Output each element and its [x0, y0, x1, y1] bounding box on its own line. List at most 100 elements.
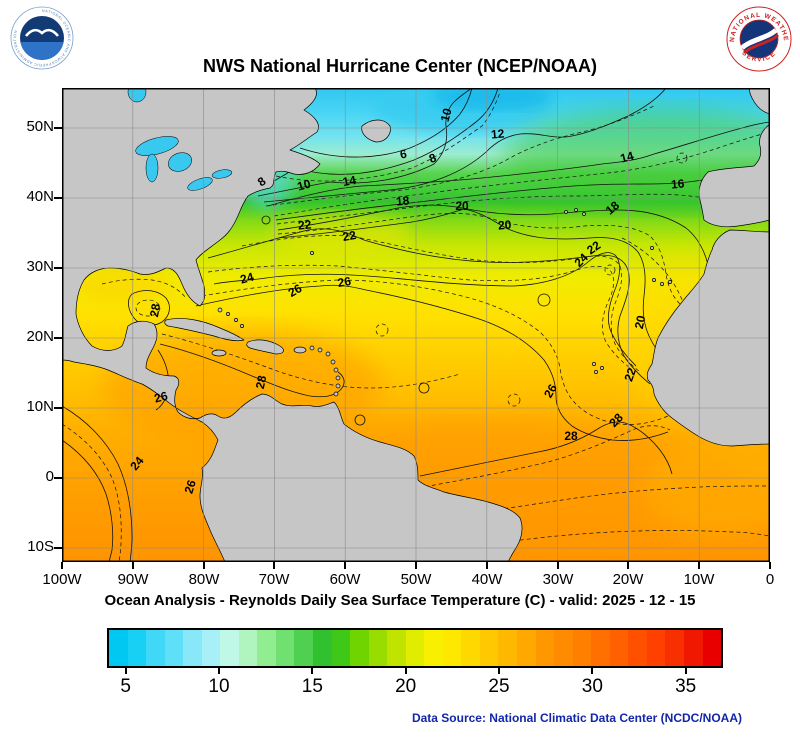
lat-tick-label: 30N	[26, 258, 54, 275]
data-source-note: Data Source: National Climatic Data Cent…	[411, 711, 742, 725]
azores-islands	[564, 208, 586, 216]
contour-label: 10	[438, 106, 455, 123]
contour-label: 10	[296, 177, 313, 194]
iberia-france-landmass	[698, 123, 770, 228]
contour-label: 28	[564, 429, 578, 443]
colorbar-cell	[331, 630, 351, 666]
contour-label: 6	[399, 147, 408, 162]
colorbar-cell	[146, 630, 165, 666]
colorbar-cell	[201, 630, 221, 666]
colorbar-cell	[238, 630, 258, 666]
colorbar-cell	[294, 630, 314, 666]
colorbar-tick-mark	[684, 668, 687, 674]
lon-tick-label: 70W	[258, 571, 290, 588]
contour-label: 26	[153, 389, 170, 406]
contour-label: 16	[670, 176, 685, 191]
lon-tick-mark	[557, 562, 559, 569]
lon-tick-mark	[344, 562, 346, 569]
colorbar-tick-mark	[404, 668, 407, 674]
madeira-island	[650, 246, 654, 250]
lon-tick-mark	[203, 562, 205, 569]
colorbar-tick-label: 10	[208, 676, 230, 697]
colorbar-tick-label: 20	[395, 676, 417, 697]
colorbar-cell	[442, 630, 462, 666]
lon-tick-label: 50W	[400, 571, 432, 588]
lon-tick-label: 30W	[542, 571, 574, 588]
colorbar-cell	[183, 630, 202, 666]
contour-label: 20	[497, 217, 512, 232]
lon-tick-label: 10W	[683, 571, 715, 588]
page-title: NWS National Hurricane Center (NCEP/NOAA…	[202, 56, 598, 76]
colorbar-cell	[109, 630, 128, 666]
lon-tick-label: 100W	[42, 571, 82, 588]
colorbar-tick-mark	[591, 668, 594, 674]
analysis-subtitle: Ocean Analysis - Reynolds Daily Sea Surf…	[104, 592, 696, 609]
colorbar-cell	[164, 630, 184, 666]
lon-tick-label: 40W	[471, 571, 503, 588]
colorbar-cell	[683, 630, 703, 666]
lon-tick-label: 60W	[329, 571, 361, 588]
colorbar-cell	[665, 630, 684, 666]
lat-tick-mark	[54, 337, 62, 339]
colorbar-cell	[313, 630, 332, 666]
colorbar-tick-mark	[498, 668, 500, 674]
colorbar-cell	[554, 630, 573, 666]
colorbar-cell	[387, 630, 406, 666]
colorbar-cell	[127, 630, 147, 666]
colorbar-cell	[368, 630, 388, 666]
lat-tick-mark	[54, 477, 62, 479]
isotherm-contours-dashed	[62, 91, 770, 562]
colorbar-tick-label: 15	[301, 676, 323, 697]
isotherm-contours	[62, 88, 770, 562]
contour-label: 28	[253, 374, 270, 390]
contour-label: 26	[286, 281, 305, 300]
colorbar-cell	[424, 630, 443, 666]
contour-label: 28	[147, 302, 163, 318]
lat-tick-label: 0	[45, 468, 54, 485]
lesser-antilles-islands	[309, 345, 341, 397]
britain-landmass	[749, 88, 770, 115]
colorbar-tick-label: 35	[675, 676, 697, 697]
lon-tick-mark	[627, 562, 629, 569]
lon-tick-mark	[132, 562, 134, 569]
bahamas-islands	[217, 307, 244, 328]
colorbar-tick-mark	[311, 668, 314, 674]
colorbar-cell	[646, 630, 666, 666]
lat-tick-mark	[54, 547, 62, 549]
lon-tick-mark	[769, 562, 771, 569]
jamaica-island	[211, 349, 227, 357]
lon-tick-mark	[273, 562, 275, 569]
lat-tick-mark	[54, 127, 62, 129]
cuba-island	[164, 318, 245, 342]
colorbar-cell	[591, 630, 610, 666]
colorbar-cell	[535, 630, 555, 666]
lat-tick-label: 40N	[26, 188, 54, 205]
contour-label: 14	[342, 173, 358, 189]
cape-verde-islands	[592, 362, 604, 374]
contour-label: 22	[621, 366, 639, 384]
temperature-colorbar	[107, 628, 723, 668]
puerto-rico-island	[293, 346, 307, 354]
lon-tick-label: 0	[765, 571, 775, 588]
lat-tick-label: 10S	[27, 538, 54, 555]
contour-label: 20	[455, 199, 469, 213]
map-border	[62, 88, 770, 562]
colorbar-cell	[517, 630, 536, 666]
colorbar-cell	[498, 630, 518, 666]
lat-tick-label: 20N	[26, 328, 54, 345]
colorbar-tick-label: 25	[488, 676, 510, 697]
lon-tick-label: 90W	[117, 571, 149, 588]
colorbar-cell	[628, 630, 647, 666]
lat-tick-mark	[54, 197, 62, 199]
colorbar-cell	[257, 630, 276, 666]
lat-tick-mark	[54, 407, 62, 409]
lat-tick-label: 10N	[26, 398, 54, 415]
lat-tick-mark	[54, 267, 62, 269]
newfoundland-island	[361, 119, 391, 143]
colorbar-tick-label: 5	[120, 676, 131, 697]
lon-tick-mark	[415, 562, 417, 569]
contour-label: 26	[337, 274, 353, 290]
lat-tick-label: 50N	[26, 118, 54, 135]
contour-label: 14	[619, 149, 636, 166]
